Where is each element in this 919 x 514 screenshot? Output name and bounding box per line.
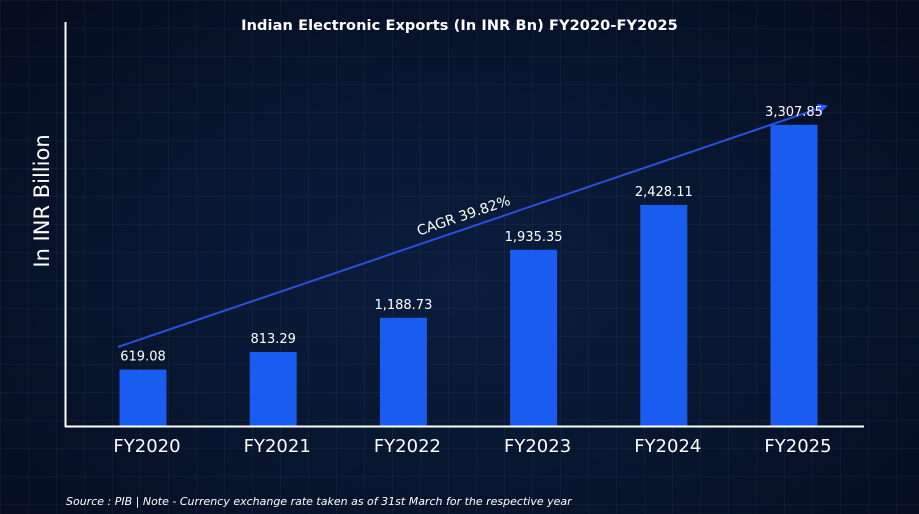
x-tick-label-fy2025: FY2025 [764, 436, 831, 457]
data-label-fy2024: 2,428.11 [635, 185, 693, 200]
bar-fy2021 [249, 351, 297, 426]
x-tick-label-fy2022: FY2022 [374, 436, 441, 457]
bar-series: 619.08 FY2020 813.29 FY2021 1,188.73 FY2022 1,… [113, 105, 831, 457]
bar-fy2024 [640, 204, 688, 426]
cagr-label: CAGR 39.82% [415, 193, 512, 240]
bar-fy2020 [119, 369, 167, 426]
x-tick-label-fy2024: FY2024 [634, 436, 701, 457]
cagr-trend-arrow [117, 103, 828, 348]
data-label-fy2021: 813.29 [250, 332, 296, 347]
data-label-fy2022: 1,188.73 [374, 298, 432, 313]
x-tick-label-fy2023: FY2023 [504, 436, 571, 457]
data-label-fy2020: 619.08 [120, 350, 166, 365]
bar-fy2022 [379, 317, 427, 426]
data-label-fy2025: 3,307.85 [765, 105, 823, 120]
source-note: Source : PIB | Note - Currency exchange … [66, 495, 572, 508]
x-tick-label-fy2021: FY2021 [244, 436, 311, 457]
x-tick-label-fy2020: FY2020 [113, 436, 180, 457]
data-label-fy2023: 1,935.35 [505, 230, 563, 245]
chart-title: Indian Electronic Exports (In INR Bn) FY… [241, 18, 678, 34]
bar-fy2023 [510, 249, 558, 426]
bar-fy2025 [770, 124, 818, 426]
